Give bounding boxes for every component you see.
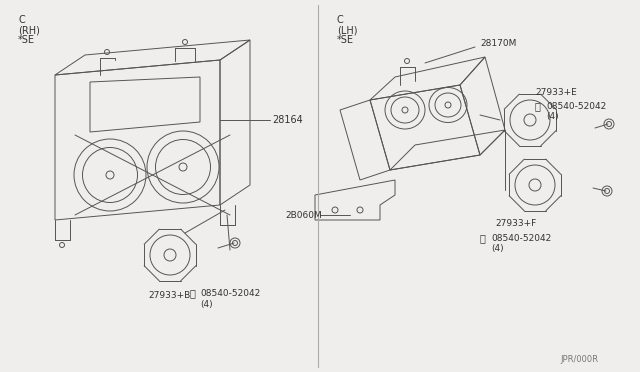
Text: 27933+F: 27933+F (495, 218, 536, 228)
Text: 08540-52042: 08540-52042 (491, 234, 551, 243)
Text: *SE: *SE (18, 35, 35, 45)
Text: 27933+E: 27933+E (535, 87, 577, 96)
Text: C: C (18, 15, 25, 25)
Text: 28164: 28164 (272, 115, 303, 125)
Text: 2B060M: 2B060M (285, 211, 322, 219)
Text: (4): (4) (546, 112, 559, 121)
Text: (4): (4) (200, 299, 212, 308)
Text: Ⓢ: Ⓢ (480, 233, 486, 243)
Text: 27933+B: 27933+B (148, 291, 190, 299)
Text: 08540-52042: 08540-52042 (546, 102, 606, 110)
Text: Ⓢ: Ⓢ (535, 101, 541, 111)
Text: 08540-52042: 08540-52042 (200, 289, 260, 298)
Text: (LH): (LH) (337, 25, 358, 35)
Text: *SE: *SE (337, 35, 354, 45)
Text: JPR/000R: JPR/000R (560, 356, 598, 365)
Text: (RH): (RH) (18, 25, 40, 35)
Text: 28170M: 28170M (480, 38, 516, 48)
Text: (4): (4) (491, 244, 504, 253)
Text: C: C (337, 15, 344, 25)
Text: Ⓢ: Ⓢ (190, 288, 196, 298)
